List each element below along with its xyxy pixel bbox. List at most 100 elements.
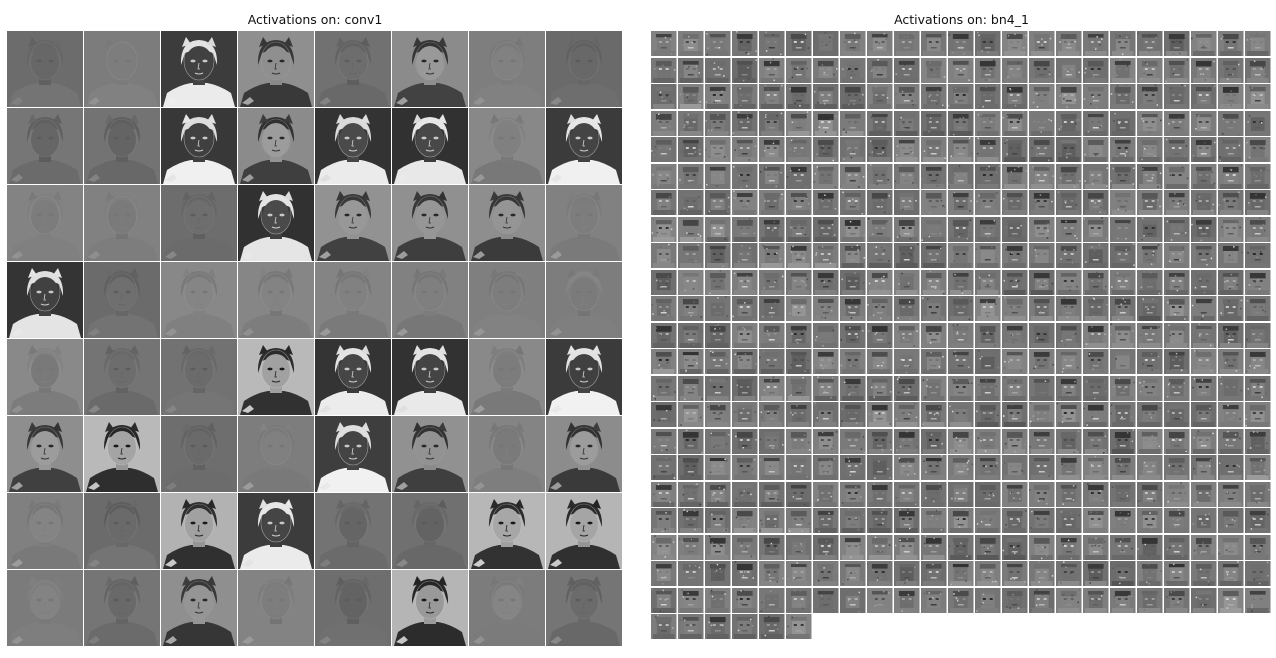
bn4-1-feature-map (1029, 243, 1055, 268)
bn4-1-feature-map (840, 481, 866, 507)
bn4-1-feature-map (1245, 481, 1271, 507)
bn4-1-feature-map (1029, 163, 1055, 189)
bn4-1-feature-map (759, 243, 785, 268)
bn4-1-feature-map (1083, 243, 1109, 268)
conv1-feature-map (546, 339, 622, 415)
bn4-1-feature-map (1083, 349, 1109, 374)
bn4-1-feature-map (975, 110, 1001, 136)
bn4-1-feature-map (921, 561, 947, 586)
bn4-1-feature-map (1110, 216, 1136, 242)
bn4-1-feature-map (1083, 481, 1109, 507)
bn4-1-feature-map (759, 110, 785, 136)
bn4-1-feature-map (786, 481, 812, 507)
bn4-1-feature-map (1110, 587, 1136, 613)
bn4-1-feature-map (1110, 349, 1136, 374)
bn4-1-feature-map (1056, 455, 1082, 480)
bn4-1-feature-map (867, 402, 893, 427)
bn4-1-feature-map (975, 375, 1001, 401)
bn4-1-feature-map (759, 349, 785, 374)
bn4-1-feature-map (1137, 428, 1163, 454)
bn4-1-feature-map (678, 216, 704, 242)
conv1-activation-grid (7, 31, 623, 647)
bn4-1-feature-map (759, 614, 785, 639)
bn4-1-feature-map (678, 587, 704, 613)
bn4-1-feature-map (813, 375, 839, 401)
bn4-1-feature-map (1218, 84, 1244, 109)
bn4-1-feature-map (759, 216, 785, 242)
bn4-1-feature-map (1137, 243, 1163, 268)
bn4-1-feature-map (1191, 137, 1217, 162)
bn4-1-feature-map (651, 296, 677, 321)
bn4-1-feature-map (813, 322, 839, 348)
bn4-1-feature-map (948, 534, 974, 560)
bn4-1-feature-map (1245, 508, 1271, 533)
bn4-1-feature-map (894, 137, 920, 162)
bn4-1-feature-map (1245, 296, 1271, 321)
bn4-1-feature-map (840, 163, 866, 189)
bn4-1-feature-map (1110, 163, 1136, 189)
bn4-1-feature-map (975, 190, 1001, 215)
bn4-1-feature-map (786, 190, 812, 215)
bn4-1-activations-panel: Activations on: bn4_1 (648, 0, 1276, 658)
bn4-1-feature-map (1110, 375, 1136, 401)
bn4-1-feature-map (705, 110, 731, 136)
conv1-feature-map (7, 339, 83, 415)
bn4-1-feature-map (840, 322, 866, 348)
bn4-1-feature-map (1083, 163, 1109, 189)
conv1-feature-map (238, 108, 314, 184)
bn4-1-feature-map (1164, 163, 1190, 189)
bn4-1-feature-map (1164, 455, 1190, 480)
bn4-1-feature-map (1029, 455, 1055, 480)
bn4-1-feature-map (1002, 428, 1028, 454)
bn4-1-feature-map (1245, 137, 1271, 162)
bn4-1-feature-map (1029, 508, 1055, 533)
bn4-1-feature-map (1191, 481, 1217, 507)
bn4-1-feature-map (1218, 375, 1244, 401)
bn4-1-feature-map (1002, 216, 1028, 242)
bn4-1-feature-map (813, 216, 839, 242)
bn4-1-feature-map (678, 243, 704, 268)
bn4-1-feature-map (786, 455, 812, 480)
bn4-1-feature-map (705, 614, 731, 639)
bn4-1-feature-map (1137, 31, 1163, 56)
bn4-1-feature-map (975, 428, 1001, 454)
bn4-1-feature-map (1164, 587, 1190, 613)
bn4-1-feature-map (894, 84, 920, 109)
bn4-1-feature-map (759, 296, 785, 321)
bn4-1-feature-map (678, 322, 704, 348)
bn4-1-feature-map (1083, 269, 1109, 295)
bn4-1-feature-map (651, 428, 677, 454)
bn4-1-feature-map (894, 428, 920, 454)
bn4-1-feature-map (975, 243, 1001, 268)
bn4-1-feature-map (1137, 402, 1163, 427)
bn4-1-feature-map (1164, 243, 1190, 268)
bn4-1-feature-map (1029, 534, 1055, 560)
bn4-1-feature-map (651, 508, 677, 533)
bn4-1-feature-map (759, 31, 785, 56)
bn4-1-feature-map (1029, 31, 1055, 56)
bn4-1-feature-map (948, 508, 974, 533)
bn4-1-feature-map (1110, 269, 1136, 295)
bn4-1-feature-map (705, 455, 731, 480)
bn4-1-feature-map (1245, 216, 1271, 242)
bn4-1-feature-map (948, 269, 974, 295)
bn4-1-feature-map (894, 110, 920, 136)
bn4-1-feature-map (1083, 110, 1109, 136)
bn4-1-feature-map (921, 428, 947, 454)
bn4-1-feature-map (678, 163, 704, 189)
conv1-feature-map (161, 493, 237, 569)
bn4-1-feature-map (840, 508, 866, 533)
bn4-1-feature-map (1218, 322, 1244, 348)
conv1-feature-map (238, 262, 314, 338)
bn4-1-feature-map (1029, 481, 1055, 507)
bn4-1-feature-map (1083, 455, 1109, 480)
bn4-1-feature-map (894, 243, 920, 268)
bn4-1-feature-map (1137, 561, 1163, 586)
bn4-1-feature-map (921, 110, 947, 136)
bn4-1-feature-map (921, 269, 947, 295)
conv1-feature-map (84, 416, 160, 492)
bn4-1-feature-map (786, 428, 812, 454)
bn4-1-feature-map (867, 428, 893, 454)
bn4-1-feature-map (1191, 269, 1217, 295)
bn4-1-feature-map (813, 84, 839, 109)
